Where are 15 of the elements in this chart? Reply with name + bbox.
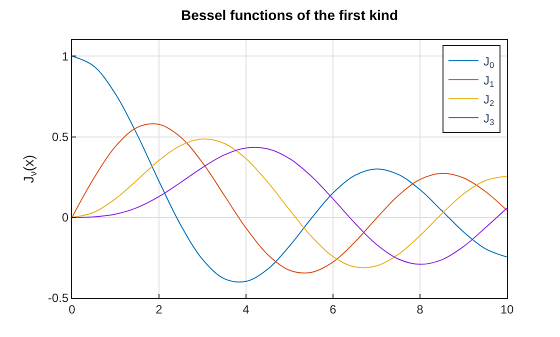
chart-title: Bessel functions of the first kind <box>181 6 398 23</box>
legend-label: J$_{3}$ <box>483 111 494 127</box>
x-tick-label: 10 <box>500 302 514 316</box>
y-tick-label: 0.5 <box>52 130 69 144</box>
y-tick-label: 0 <box>62 210 69 225</box>
legend-label: J$_{2}$ <box>483 92 494 108</box>
legend-label: J$_{0}$ <box>483 54 494 70</box>
x-tick-label: 8 <box>416 302 424 316</box>
x-tick-label: 6 <box>330 302 337 316</box>
line-series <box>72 56 507 282</box>
x-tick-label: 4 <box>242 302 250 316</box>
x-tick-label: 2 <box>156 302 163 316</box>
legend-label: J$_{1}$ <box>483 73 494 89</box>
y-tick-label: -0.5 <box>48 291 69 306</box>
y-tick-label: 1 <box>62 49 69 64</box>
